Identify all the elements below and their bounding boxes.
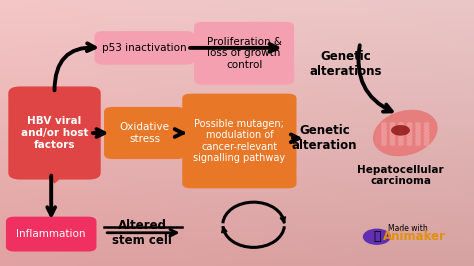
Circle shape xyxy=(407,137,412,140)
Circle shape xyxy=(382,134,386,137)
FancyBboxPatch shape xyxy=(194,22,294,85)
Circle shape xyxy=(399,128,403,131)
Text: Proliferation &
loss of growth
control: Proliferation & loss of growth control xyxy=(207,37,282,70)
Text: Made with: Made with xyxy=(388,224,428,233)
FancyBboxPatch shape xyxy=(6,217,97,252)
Text: HBV viral
and/or host
factors: HBV viral and/or host factors xyxy=(21,117,88,149)
Text: Inflammation: Inflammation xyxy=(17,229,86,239)
Circle shape xyxy=(416,126,420,128)
Circle shape xyxy=(382,140,386,143)
Circle shape xyxy=(424,143,429,146)
Circle shape xyxy=(424,131,429,134)
Circle shape xyxy=(424,128,429,131)
Text: p53 inactivation: p53 inactivation xyxy=(102,43,187,53)
Circle shape xyxy=(390,134,395,137)
Circle shape xyxy=(390,128,395,131)
Circle shape xyxy=(399,134,403,137)
Ellipse shape xyxy=(373,110,438,156)
Circle shape xyxy=(407,140,412,143)
Circle shape xyxy=(399,131,403,134)
FancyBboxPatch shape xyxy=(104,107,185,159)
Circle shape xyxy=(416,140,420,143)
FancyBboxPatch shape xyxy=(9,86,100,180)
Circle shape xyxy=(382,143,386,146)
Circle shape xyxy=(399,123,403,125)
Circle shape xyxy=(424,134,429,137)
Circle shape xyxy=(390,126,395,128)
Circle shape xyxy=(416,131,420,134)
Circle shape xyxy=(416,134,420,137)
Circle shape xyxy=(407,126,412,128)
Circle shape xyxy=(382,128,386,131)
Circle shape xyxy=(399,126,403,128)
Text: 👁: 👁 xyxy=(373,230,381,243)
FancyBboxPatch shape xyxy=(94,31,194,65)
Circle shape xyxy=(382,137,386,140)
Circle shape xyxy=(382,123,386,125)
Ellipse shape xyxy=(391,125,410,136)
Circle shape xyxy=(407,134,412,137)
Circle shape xyxy=(364,229,390,244)
Circle shape xyxy=(390,123,395,125)
Circle shape xyxy=(424,140,429,143)
Circle shape xyxy=(407,143,412,146)
Circle shape xyxy=(390,131,395,134)
Circle shape xyxy=(416,137,420,140)
Text: Genetic
alterations: Genetic alterations xyxy=(310,50,382,78)
Circle shape xyxy=(382,131,386,134)
Circle shape xyxy=(390,137,395,140)
Circle shape xyxy=(424,137,429,140)
Circle shape xyxy=(399,137,403,140)
Circle shape xyxy=(390,140,395,143)
Circle shape xyxy=(382,126,386,128)
Circle shape xyxy=(407,123,412,125)
FancyBboxPatch shape xyxy=(182,94,296,188)
Circle shape xyxy=(416,128,420,131)
Circle shape xyxy=(390,143,395,146)
Text: Genetic
alteration: Genetic alteration xyxy=(292,124,357,152)
Circle shape xyxy=(424,126,429,128)
Text: Animaker: Animaker xyxy=(383,230,446,243)
Text: Altered
stem cell: Altered stem cell xyxy=(112,219,172,247)
Text: Hepatocellular
carcinoma: Hepatocellular carcinoma xyxy=(357,165,444,186)
Circle shape xyxy=(399,140,403,143)
Polygon shape xyxy=(36,168,73,184)
Circle shape xyxy=(416,123,420,125)
Text: Possible mutagen;
modulation of
cancer-relevant
signalling pathway: Possible mutagen; modulation of cancer-r… xyxy=(193,119,285,163)
Circle shape xyxy=(407,128,412,131)
Circle shape xyxy=(407,131,412,134)
Circle shape xyxy=(424,123,429,125)
Circle shape xyxy=(416,143,420,146)
Circle shape xyxy=(399,143,403,146)
Text: Oxidative
stress: Oxidative stress xyxy=(119,122,170,144)
